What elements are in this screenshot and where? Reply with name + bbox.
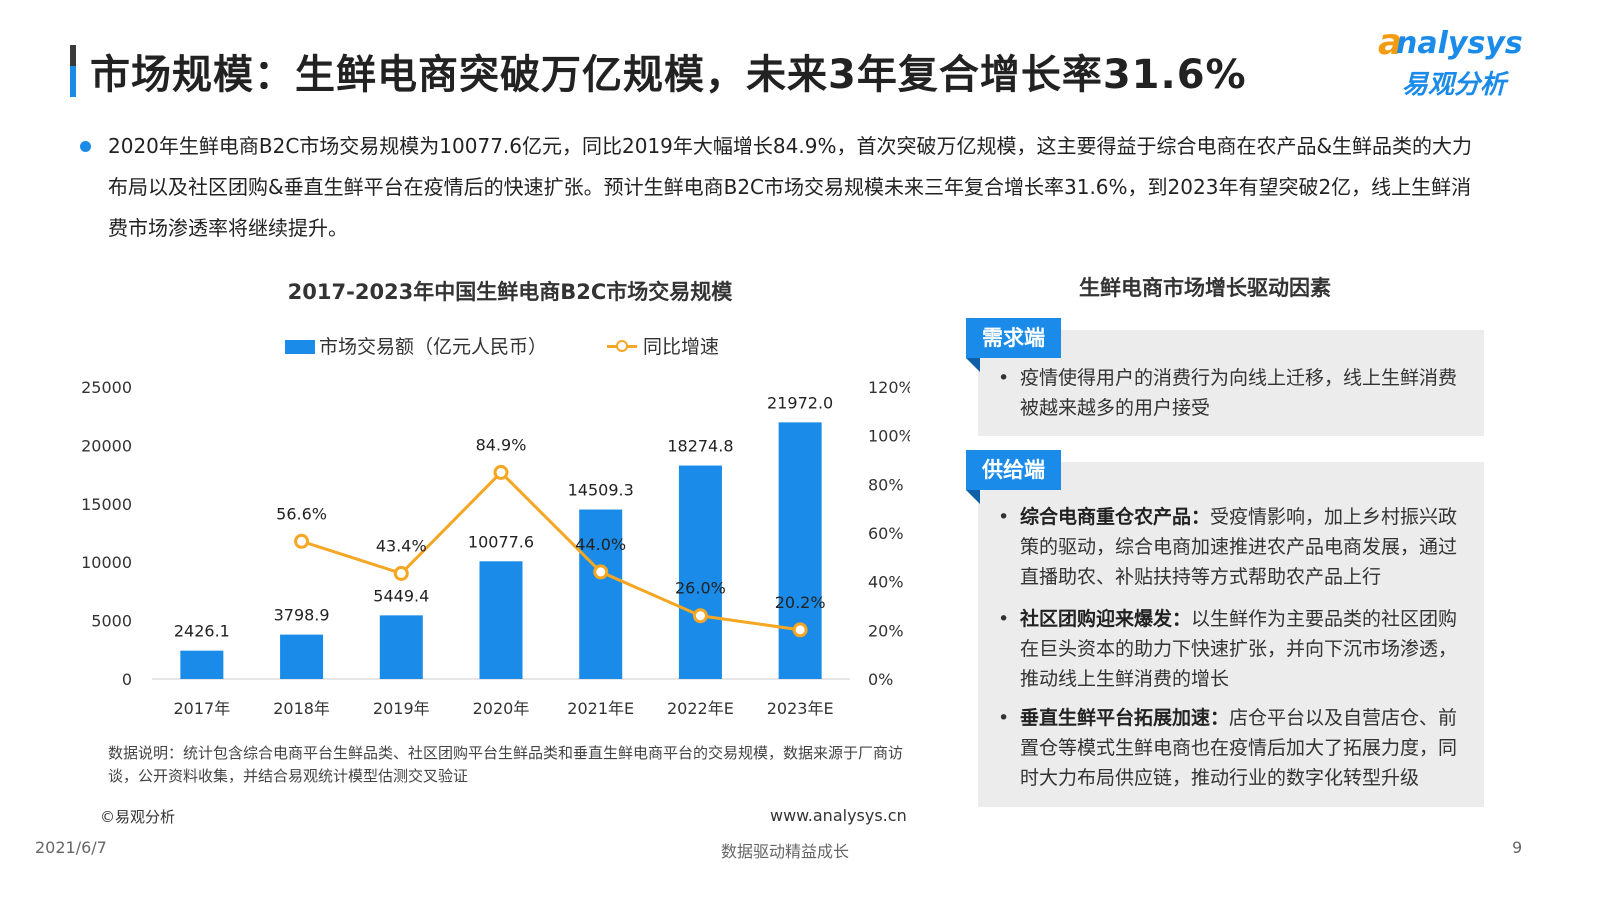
growth-value-label: 44.0% — [575, 535, 626, 554]
bar — [579, 509, 623, 679]
supply-item-bold: 社区团购迎来爆发： — [1020, 608, 1192, 630]
bullet-icon: • — [998, 707, 1010, 729]
y2-tick-label: 100% — [868, 427, 910, 446]
x-tick-label: 2018年 — [273, 699, 330, 718]
demand-tag-fold — [966, 358, 980, 372]
legend-bar-label: 市场交易额（亿元人民币） — [319, 336, 548, 358]
x-tick-label: 2021年E — [567, 699, 634, 718]
bullet-icon: • — [998, 367, 1010, 389]
bar-value-label: 18274.8 — [667, 437, 733, 456]
supply-tag: 供给端 — [966, 450, 1061, 490]
legend-line-marker — [616, 340, 628, 352]
growth-value-label: 56.6% — [276, 504, 327, 523]
supply-item-text: 以生鲜作为主要品类的社区团购在巨头资本的助力下快速扩张，并向下沉市场渗透，推动线… — [1020, 608, 1458, 690]
y-tick-label: 10000 — [81, 553, 132, 572]
summary-bullet-icon — [80, 141, 91, 152]
supply-item: • 综合电商重仓农产品：受疫情影响，加上乡村振兴政策的驱动，综合电商加速推进农产… — [998, 502, 1465, 592]
page-number: 9 — [1512, 838, 1523, 857]
y-tick-label: 25000 — [81, 378, 132, 397]
bar — [180, 650, 224, 679]
growth-point — [792, 622, 808, 638]
demand-item: • 疫情使得用户的消费行为向线上迁移，线上生鲜消费被越来越多的用户接受 — [998, 363, 1460, 423]
supply-item-bold: 垂直生鲜平台拓展加速： — [1020, 707, 1230, 729]
y2-tick-label: 80% — [868, 475, 904, 494]
bar-value-label: 10077.6 — [468, 532, 534, 551]
bar-value-label: 14509.3 — [568, 481, 634, 500]
copyright: ©易观分析 — [100, 808, 176, 826]
x-tick-label: 2023年E — [767, 699, 834, 718]
legend-line-label: 同比增速 — [643, 336, 720, 358]
bar-value-label: 2426.1 — [174, 622, 230, 641]
x-tick-label: 2022年E — [667, 699, 734, 718]
legend-bar-swatch — [285, 340, 315, 354]
market-size-chart: 0 5000 10000 15000 20000 25000 0% 20% 40% 60% 80% 1… — [81, 378, 910, 718]
summary-text: 2020年生鲜电商B2C市场交易规模为10077.6亿元，同比2019年大幅增长… — [108, 134, 1473, 240]
bar-value-label: 21972.0 — [767, 393, 833, 412]
y-tick-label: 20000 — [81, 436, 132, 455]
website-link[interactable]: www.analysys.cn — [770, 806, 907, 825]
x-tick-label: 2019年 — [373, 699, 430, 718]
supply-item-bold: 综合电商重仓农产品： — [1020, 506, 1211, 528]
bar — [678, 465, 722, 679]
logo-brand-zh: 易观分析 — [1402, 70, 1507, 100]
footer-slogan: 数据驱动精益成长 — [720, 842, 849, 861]
supply-item-text: 受疫情影响，加上乡村振兴政策的驱动，综合电商加速推进农产品电商发展，通过直播助农… — [1020, 506, 1458, 588]
bullet-icon: • — [998, 608, 1010, 630]
bullet-icon: • — [998, 506, 1010, 528]
supply-tag-fold — [966, 490, 980, 504]
demand-tag: 需求端 — [966, 318, 1061, 358]
demand-item-text: 疫情使得用户的消费行为向线上迁移，线上生鲜消费被越来越多的用户接受 — [1020, 367, 1458, 419]
growth-point — [294, 533, 310, 549]
growth-point — [393, 565, 409, 581]
growth-value-label: 20.2% — [775, 593, 826, 612]
footer-date: 2021/6/7 — [35, 838, 107, 857]
y-tick-label: 0 — [122, 670, 132, 689]
y2-tick-label: 40% — [868, 573, 904, 592]
supply-panel — [978, 462, 1484, 807]
growth-value-label: 26.0% — [675, 579, 726, 598]
analysys-logo: a nalysys 易观分析 — [1378, 22, 1538, 102]
bar — [379, 615, 423, 679]
y-tick-label: 15000 — [81, 495, 132, 514]
bar-value-label: 5449.4 — [373, 586, 429, 605]
x-tick-label: 2017年 — [173, 699, 230, 718]
growth-point — [593, 564, 609, 580]
title-accent-bar — [70, 45, 76, 97]
growth-point — [493, 464, 509, 480]
growth-value-label: 43.4% — [376, 536, 427, 555]
bar — [280, 634, 324, 679]
x-tick-label: 2020年 — [473, 699, 530, 718]
drivers-title: 生鲜电商市场增长驱动因素 — [1079, 276, 1331, 300]
y-tick-label: 5000 — [91, 612, 132, 631]
y2-tick-label: 60% — [868, 524, 904, 543]
logo-letter: a — [1378, 22, 1403, 63]
y2-tick-label: 120% — [868, 378, 910, 397]
y2-tick-label: 0% — [868, 670, 893, 689]
bar — [479, 561, 523, 679]
page-title: 市场规模：生鲜电商突破万亿规模，未来3年复合增长率31.6% — [90, 52, 1247, 98]
chart-title: 2017-2023年中国生鲜电商B2C市场交易规模 — [287, 280, 733, 304]
bar-value-label: 3798.9 — [274, 606, 330, 625]
growth-line — [301, 470, 801, 632]
bar — [778, 422, 822, 679]
growth-point — [692, 608, 708, 624]
supply-item: • 垂直生鲜平台拓展加速：店仓平台以及自营店仓、前置仓等模式生鲜电商也在疫情后加… — [998, 703, 1465, 793]
logo-brand-en: nalysys — [1396, 26, 1523, 61]
growth-value-label: 84.9% — [476, 435, 527, 454]
supply-item-text: 店仓平台以及自营店仓、前置仓等模式生鲜电商也在疫情后加大了拓展力度，同时大力布局… — [1020, 707, 1458, 789]
y2-tick-label: 20% — [868, 621, 904, 640]
data-note: 数据说明：统计包含综合电商平台生鲜品类、社区团购平台生鲜品类和垂直生鲜电商平台的… — [108, 744, 904, 785]
demand-panel — [978, 330, 1484, 436]
supply-item: • 社区团购迎来爆发：以生鲜作为主要品类的社区团购在巨头资本的助力下快速扩张，并… — [998, 604, 1465, 694]
